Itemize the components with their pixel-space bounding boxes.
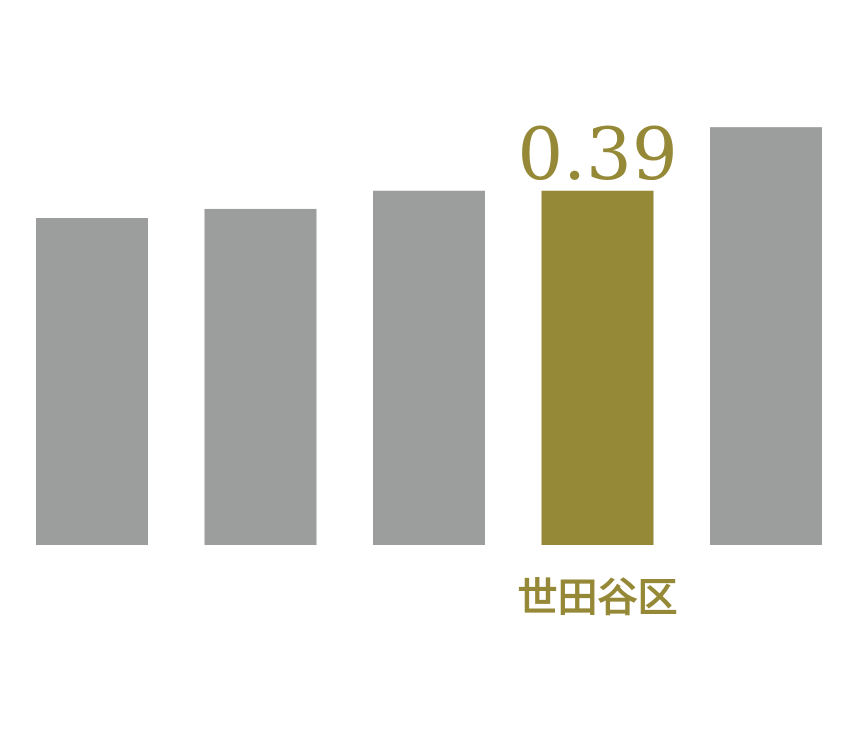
bar (710, 127, 822, 546)
bars (36, 127, 822, 546)
bar (204, 208, 317, 545)
bar (36, 218, 148, 545)
bar (373, 190, 485, 545)
highlight-category-label: 世田谷区 (518, 574, 678, 621)
highlight-value-label: 0.39 (517, 112, 677, 196)
bar-highlighted (541, 190, 654, 545)
